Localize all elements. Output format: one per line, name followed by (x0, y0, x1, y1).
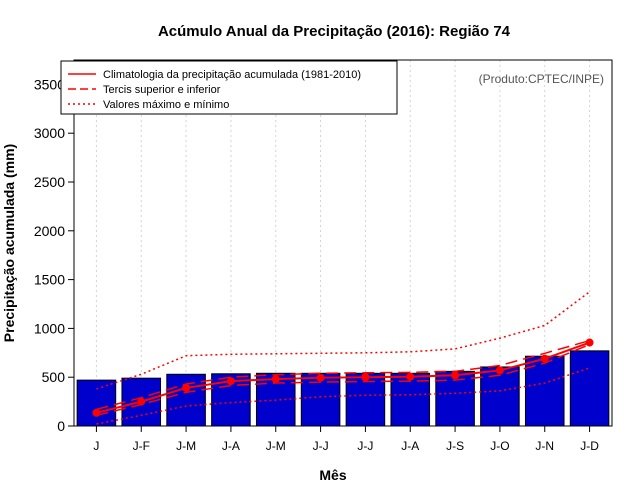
series-point (540, 354, 549, 363)
x-tick-label: J-M (266, 439, 286, 453)
bar (76, 379, 117, 427)
series-point (316, 373, 325, 382)
series-point (271, 375, 280, 384)
x-tick-label: J-O (490, 439, 509, 453)
bar (390, 372, 431, 427)
series-point (361, 373, 370, 382)
bar (569, 350, 610, 427)
y-tick-label: 3000 (34, 125, 65, 141)
series-line (96, 343, 590, 416)
x-tick-label: J-F (133, 439, 150, 453)
y-tick-label: 1500 (34, 272, 65, 288)
series-point (182, 383, 191, 392)
product-credit: (Produto:CPTEC/INPE) (479, 72, 604, 86)
legend: Climatologia da precipitação acumulada (… (60, 60, 398, 115)
bar (166, 373, 206, 427)
y-axis-label: Precipitação acumulada (mm) (1, 144, 17, 342)
grid-lines (95, 60, 591, 426)
series-lines-group (92, 291, 594, 425)
x-tick-label: J-J (357, 439, 373, 453)
x-tick-label: J-S (446, 439, 464, 453)
series-line (96, 341, 590, 414)
x-tick-label: J-J (313, 439, 329, 453)
legend-label-tercis: Tercis superior e inferior (103, 84, 221, 96)
x-axis-label: Mês (319, 467, 346, 483)
legend-box (60, 60, 398, 115)
legend-label-climatology: Climatologia da precipitação acumulada (… (103, 69, 361, 81)
y-tick-label: 3500 (34, 76, 65, 92)
series-point (137, 397, 146, 406)
x-tick-label: J-N (535, 439, 554, 453)
series-point (585, 338, 594, 347)
x-tick-label: J (93, 439, 99, 453)
series-point (495, 366, 504, 375)
bar (524, 355, 565, 427)
x-tick-label: J-D (580, 439, 599, 453)
x-axis: J J-F J-M J-A J-M J-J J-J J-A J-S J-O J-N J-D (93, 426, 599, 453)
series-point (226, 377, 235, 386)
series-point (451, 371, 460, 380)
y-tick-label: 0 (57, 418, 65, 434)
y-tick-label: 2000 (34, 223, 65, 239)
series-point (92, 408, 101, 417)
plot-frame (73, 59, 613, 427)
series-point (406, 372, 415, 381)
y-tick-label: 500 (42, 369, 66, 385)
y-tick-label: 1000 (34, 320, 65, 336)
x-tick-label: J-M (176, 439, 196, 453)
x-tick-label: J-A (401, 439, 419, 453)
bar (480, 366, 520, 427)
chart-title: Acúmulo Anual da Precipitação (2016): Re… (158, 23, 511, 40)
y-axis: 0 500 1000 1500 2000 2500 3000 3500 (34, 76, 74, 434)
series-line (96, 339, 590, 411)
y-tick-label: 2500 (34, 174, 65, 190)
x-tick-label: J-A (222, 439, 240, 453)
legend-label-maxmin: Valores máximo e mínimo (103, 99, 229, 111)
